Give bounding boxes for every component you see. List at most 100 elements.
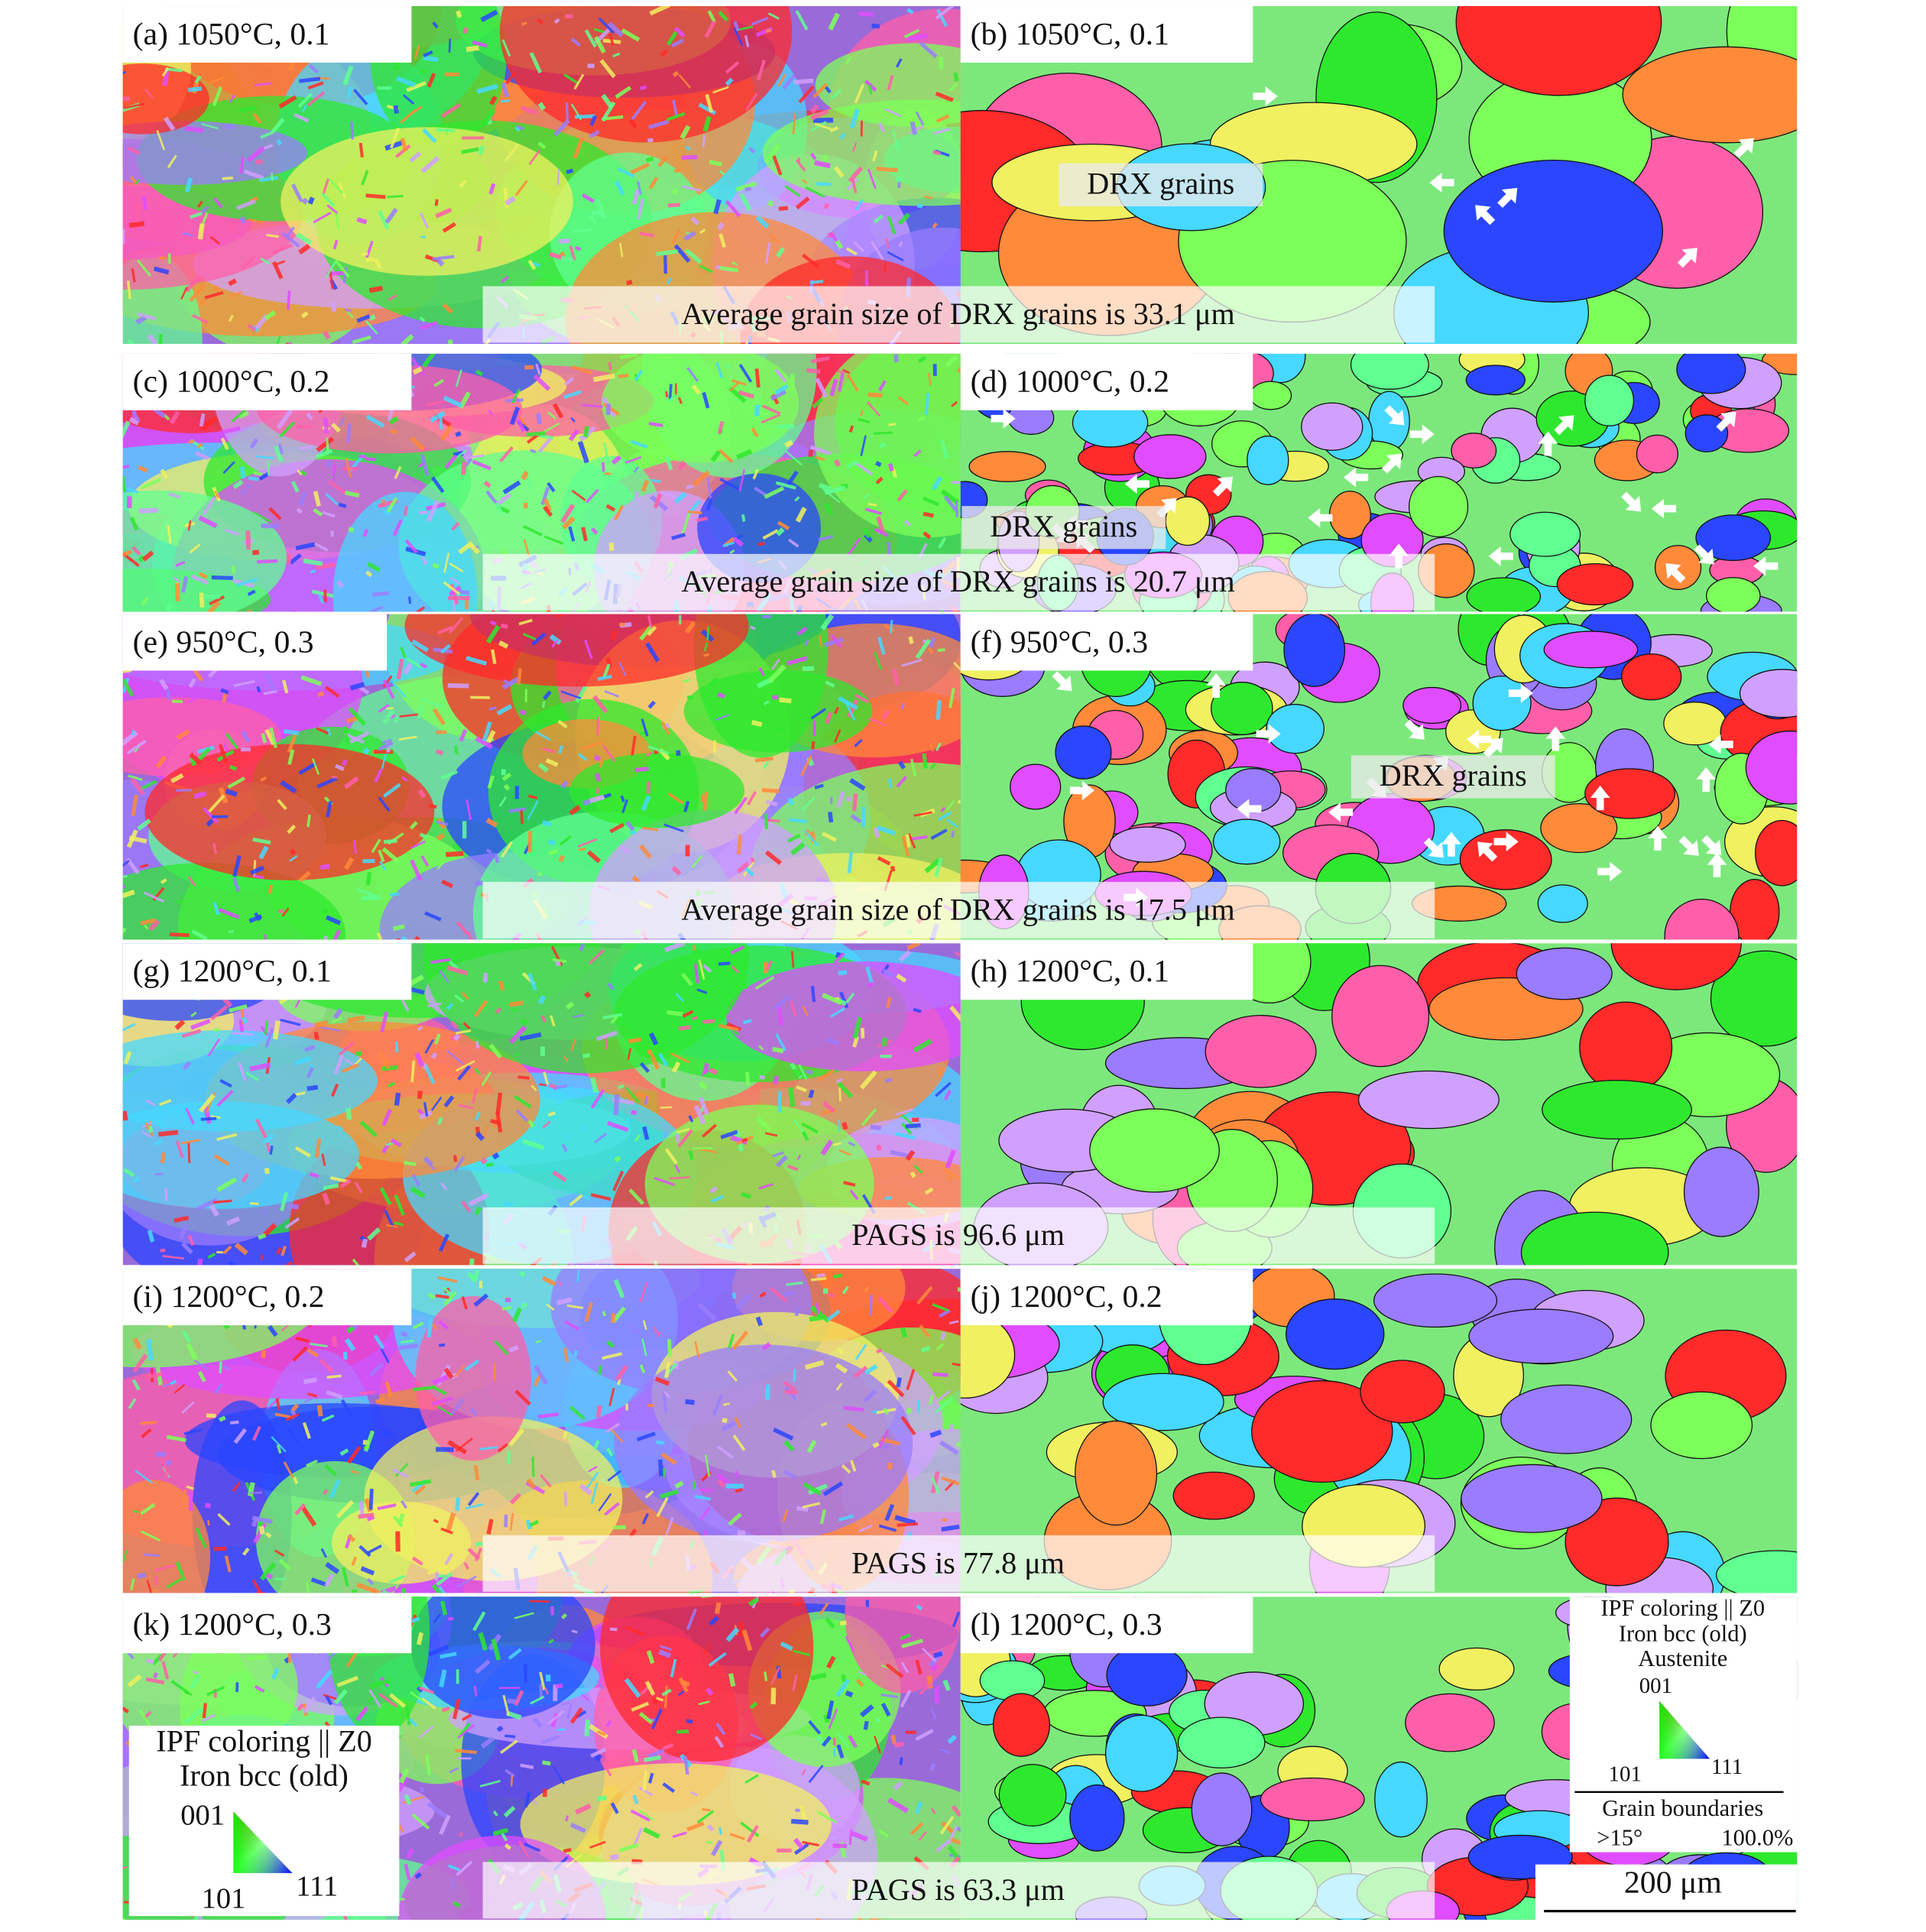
texture-needle [751,720,763,728]
texture-needle [905,1730,916,1734]
texture-needle [789,818,808,824]
texture-needle [611,455,622,465]
texture-needle [335,212,340,229]
panel-label: (g) 1200°C, 0.1 [133,954,332,989]
legend-phase: Iron bcc (old) [180,1758,349,1792]
texture-needle [663,943,686,953]
arrow [1328,802,1354,822]
texture-needle [462,27,469,34]
texture-needle [347,1445,362,1464]
legend-box [1569,1596,1798,1853]
texture-needle [371,1587,381,1593]
texture-needle [570,417,576,423]
texture-needle [811,741,815,750]
texture-needle [161,1661,170,1680]
arrow [1597,861,1623,882]
texture-needle [932,222,939,229]
texture-needle [407,657,422,669]
texture-needle [232,479,244,490]
texture-needle [232,877,241,893]
texture-needle [597,674,612,681]
texture-needle [754,976,775,990]
texture-needle [778,206,789,211]
texture-needle [566,1854,571,1860]
grain [1579,1001,1673,1094]
texture-needle [732,536,744,547]
texture-blob [122,1480,211,1593]
texture-needle [728,1334,735,1349]
texture-needle [728,386,747,404]
texture-needle [472,40,488,48]
texture-needle [613,1094,620,1116]
texture-needle [907,33,929,42]
grain [1109,826,1186,863]
texture-needle [928,1395,935,1405]
texture-needle [339,1178,352,1188]
texture-needle [775,1155,789,1168]
texture-needle [319,864,330,870]
texture-needle [227,776,245,789]
texture-needle [504,1297,511,1303]
panel-label-box [122,353,412,410]
texture-needle [141,550,154,562]
texture-needle [306,814,311,828]
texture-needle [548,839,556,846]
texture-needle [479,1779,501,1788]
texture-needle [534,731,551,741]
texture-needle [865,1600,869,1607]
texture-needle [547,411,557,420]
texture-needle [938,57,944,70]
texture-needle [895,1107,914,1116]
texture-needle [203,496,216,516]
texture-needle [333,1054,345,1075]
texture-needle [846,247,858,256]
texture-needle [467,1492,480,1506]
caption-box [482,1207,1435,1264]
texture-needle [398,735,417,741]
texture-needle [332,239,339,250]
texture-needle [864,507,883,515]
texture-needle [181,1330,192,1344]
grain [1069,1784,1125,1852]
texture-needle [159,1099,172,1107]
texture-needle [524,1843,541,1853]
texture-needle [468,1258,475,1266]
texture-needle [269,727,277,749]
texture-needle [139,863,149,869]
texture-needle [339,416,346,427]
texture-needle [939,1749,952,1754]
texture-needle [792,1674,798,1691]
texture-needle [160,468,169,479]
texture-needle [676,1729,689,1734]
texture-needle [430,1323,438,1331]
texture-needle [590,1077,598,1094]
texture-needle [609,1627,618,1632]
panel-label-box [960,6,1253,63]
texture-needle [340,1265,355,1266]
texture-needle [264,934,267,940]
texture-needle [167,154,177,169]
texture-needle [539,433,554,440]
texture-needle [705,94,714,113]
texture-needle [686,1821,705,1832]
texture-needle [182,1061,192,1071]
texture-needle [553,1084,568,1091]
texture-needle [930,1707,937,1720]
texture-needle [657,1331,661,1337]
texture-needle [441,879,454,889]
texture-needle [295,1337,310,1344]
texture-needle [847,374,859,392]
texture-needle [196,442,203,449]
texture-needle [443,1291,458,1306]
texture-needle [803,829,819,847]
texture-needle [800,1101,811,1106]
texture-needle [703,1643,711,1655]
texture-needle [411,1173,420,1187]
texture-needle [705,1454,711,1477]
texture-needle [570,1038,577,1052]
texture-needle [922,511,934,518]
texture-needle [905,834,911,848]
texture-needle [565,1815,569,1822]
texture-needle [239,466,246,479]
texture-needle [922,753,928,769]
